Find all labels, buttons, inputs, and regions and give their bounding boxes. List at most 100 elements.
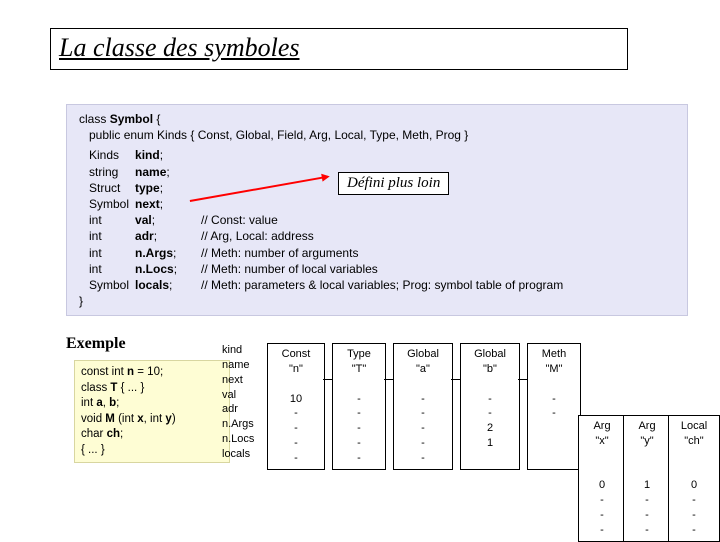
symbol-box: Global"a" ----- — [393, 343, 453, 470]
t: ; — [116, 397, 119, 409]
kind-label: adr — [222, 402, 254, 417]
symbol-box: Local"ch" 0--- — [668, 415, 720, 542]
sym-cell: 1 — [467, 436, 513, 451]
sym-cell: - — [534, 392, 574, 407]
t: const int — [81, 366, 127, 378]
next-link — [451, 379, 460, 381]
sym-cell: - — [467, 392, 513, 407]
example-label: Exemple — [66, 335, 126, 353]
class-open: { — [153, 112, 160, 126]
t: void — [81, 413, 105, 425]
sym-cell: - — [585, 508, 619, 523]
sym-cell — [630, 449, 664, 464]
field-type: string — [89, 164, 135, 180]
sym-cell — [467, 451, 513, 466]
t: int — [81, 397, 96, 409]
class-code: class Symbol { public enum Kinds { Const… — [66, 104, 688, 316]
field-comment: // Meth: number of arguments — [183, 245, 569, 261]
field-name: adr; — [135, 228, 183, 244]
sym-cell — [534, 436, 574, 451]
sym-cell: - — [339, 421, 379, 436]
t: class — [81, 382, 110, 394]
t: ) — [172, 413, 176, 425]
field-comment: // Meth: parameters & local variables; P… — [183, 277, 569, 293]
sym-cell: - — [274, 406, 318, 421]
class-close: } — [79, 293, 679, 309]
symbol-box: Const"n" 10---- — [267, 343, 325, 470]
t: ch — [107, 428, 120, 440]
example-code: const int n = 10; class T { ... } int a,… — [74, 360, 230, 463]
defini-box: Défini plus loin — [338, 172, 449, 195]
kind-label: kind — [222, 343, 254, 358]
kind-label: name — [222, 358, 254, 373]
sym-cell — [630, 464, 664, 479]
t: , int — [144, 413, 166, 425]
sym-cell: "ch" — [675, 434, 713, 449]
sym-cell: 2 — [467, 421, 513, 436]
sym-cell: "T" — [339, 362, 379, 377]
sym-cell — [400, 377, 446, 392]
field-type: Symbol — [89, 196, 135, 212]
sym-cell: "a" — [400, 362, 446, 377]
sym-cell: "x" — [585, 434, 619, 449]
field-name: val; — [135, 212, 183, 228]
title-text: La classe des symboles — [59, 33, 299, 62]
sym-cell: 0 — [585, 478, 619, 493]
field-type: int — [89, 245, 135, 261]
sym-cell: - — [339, 436, 379, 451]
sym-cell: - — [400, 406, 446, 421]
field-type: Struct — [89, 180, 135, 196]
t: { ... } — [81, 443, 223, 459]
sym-cell: "b" — [467, 362, 513, 377]
field-name: next; — [135, 196, 183, 212]
next-link — [384, 379, 393, 381]
t: ; — [120, 428, 123, 440]
field-name: kind; — [135, 147, 183, 163]
field-name: locals; — [135, 277, 183, 293]
sym-cell: - — [675, 508, 713, 523]
sym-cell: - — [630, 523, 664, 538]
sym-cell: 1 — [630, 478, 664, 493]
field-table: Kinds kind; string name; Struct type; Sy… — [89, 147, 569, 293]
field-comment: // Meth: number of local variables — [183, 261, 569, 277]
sym-cell: - — [585, 523, 619, 538]
sym-cell: - — [630, 493, 664, 508]
sym-cell: - — [585, 493, 619, 508]
kind-label: n.Args — [222, 417, 254, 432]
sym-cell — [534, 377, 574, 392]
sym-cell: - — [339, 406, 379, 421]
sym-cell: - — [400, 421, 446, 436]
kind-label: next — [222, 373, 254, 388]
symbol-box: Type"T" ----- — [332, 343, 386, 470]
sym-cell — [534, 451, 574, 466]
class-kw: class — [79, 112, 110, 126]
sym-cell: - — [274, 436, 318, 451]
t: { ... } — [117, 382, 144, 394]
field-name: name; — [135, 164, 183, 180]
sym-cell: - — [339, 451, 379, 466]
sym-cell — [675, 464, 713, 479]
sym-cell: - — [274, 451, 318, 466]
sym-cell: - — [400, 451, 446, 466]
symbol-box: Global"b" --21 — [460, 343, 520, 470]
sym-cell — [675, 449, 713, 464]
field-comment — [183, 147, 569, 163]
kind-label: n.Locs — [222, 432, 254, 447]
sym-cell: - — [339, 392, 379, 407]
sym-cell: - — [400, 392, 446, 407]
sym-cell: Const — [274, 347, 318, 362]
field-name: n.Args; — [135, 245, 183, 261]
sym-cell — [339, 377, 379, 392]
field-type: Symbol — [89, 277, 135, 293]
field-type: int — [89, 261, 135, 277]
title: La classe des symboles — [50, 28, 628, 70]
kind-label: val — [222, 388, 254, 403]
sym-cell: "y" — [630, 434, 664, 449]
sym-cell — [585, 464, 619, 479]
enum-line: public enum Kinds { Const, Global, Field… — [89, 127, 679, 143]
sym-cell: - — [274, 421, 318, 436]
field-type: int — [89, 212, 135, 228]
field-type: Kinds — [89, 147, 135, 163]
sym-cell: - — [400, 436, 446, 451]
sym-cell: - — [675, 523, 713, 538]
